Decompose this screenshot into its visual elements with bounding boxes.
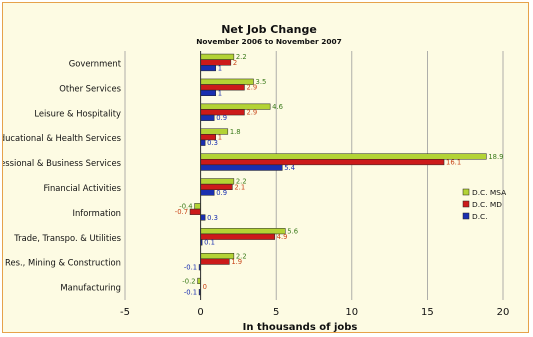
value-label: -0.2 <box>182 277 195 285</box>
value-label: 2 <box>233 59 237 67</box>
bar-d-c-md-government <box>200 59 232 66</box>
bar-d-c-financial-activities <box>200 189 215 196</box>
bar-d-c-md-professional-business-services <box>200 159 445 166</box>
category-label-other-services: Other Services <box>59 83 121 93</box>
category-label-information: Information <box>73 208 121 218</box>
value-label: 5.4 <box>284 164 295 172</box>
value-label: -0.4 <box>179 203 192 211</box>
legend: D.C. MSA D.C. MD D.C. <box>462 188 506 221</box>
category-label-manufacturing: Manufacturing <box>60 283 121 293</box>
value-label: 2.2 <box>236 178 247 186</box>
value-label: 5.6 <box>287 227 298 235</box>
bar-d-c-government <box>200 65 216 72</box>
value-label: 2.2 <box>236 53 247 61</box>
x-tick-label: 20 <box>497 307 510 318</box>
value-label: 1.8 <box>230 128 241 136</box>
x-tick-label: 0 <box>197 307 203 318</box>
value-label: 1 <box>218 64 222 72</box>
legend-label-d-c-msa: D.C. MSA <box>472 188 506 197</box>
x-axis-label: In thousands of jobs <box>243 322 358 333</box>
plot-area <box>125 51 503 300</box>
grid-layer <box>124 51 504 300</box>
value-label: 2.1 <box>234 183 245 191</box>
value-label: 2.9 <box>246 84 257 92</box>
bar-d-c-msa-information <box>194 203 201 210</box>
value-label: 2.2 <box>236 252 247 260</box>
category-label-professional-business-services: Professional & Business Services <box>3 158 121 168</box>
bar-chart: Net Job Change November 2006 to November… <box>3 23 509 333</box>
value-label: 0.9 <box>216 114 227 122</box>
category-label-financial-activities: Financial Activities <box>43 183 121 193</box>
value-label: 1.9 <box>231 258 242 266</box>
value-label: 0.1 <box>204 239 215 247</box>
value-label: 0.3 <box>207 139 218 147</box>
category-label-natural-res-mining-construction: Natural Res., Mining & Construction <box>3 258 121 268</box>
bar-d-c-msa-trade-transpo-utilities <box>200 228 286 235</box>
bar-d-c-information <box>200 214 206 221</box>
bar-d-c-educational-health-services <box>200 139 206 146</box>
value-label: 1 <box>218 89 222 97</box>
bar-d-c-md-natural-res-mining-construction <box>200 258 230 265</box>
value-label: 1 <box>218 133 222 141</box>
bar-d-c-leisure-hospitality <box>200 114 215 121</box>
legend-label-d-c: D.C. <box>472 212 488 221</box>
bar-d-c-msa-government <box>200 53 235 60</box>
x-tick-label: 10 <box>345 307 358 318</box>
value-label: 18.9 <box>488 153 503 161</box>
value-label: 0.9 <box>216 189 227 197</box>
value-label: 4.9 <box>277 233 288 241</box>
legend-label-d-c-md: D.C. MD <box>472 200 502 209</box>
bar-d-c-professional-business-services <box>200 164 283 171</box>
bar-d-c-md-other-services <box>200 84 245 91</box>
bar-d-c-msa-educational-health-services <box>200 128 229 135</box>
chart-title: Net Job Change <box>221 23 317 36</box>
bar-d-c-msa-financial-activities <box>200 178 235 185</box>
chart-subtitle: November 2006 to November 2007 <box>196 37 342 46</box>
value-label: -0.1 <box>184 264 197 272</box>
bar-d-c-msa-natural-res-mining-construction <box>200 253 235 260</box>
category-label-leisure-hospitality: Leisure & Hospitality <box>34 108 121 118</box>
bar-d-c-other-services <box>200 89 216 97</box>
value-label: 16.1 <box>446 158 461 166</box>
category-label-government: Government <box>69 58 122 68</box>
bar-d-c-md-information <box>189 208 201 215</box>
bar-d-c-msa-professional-business-services <box>200 153 487 160</box>
value-label: 0.3 <box>207 214 218 222</box>
legend-swatch-d-c-msa <box>462 188 470 196</box>
legend-swatch-d-c <box>462 212 470 220</box>
value-label: 3.5 <box>256 78 267 86</box>
value-label: 2.9 <box>246 109 257 117</box>
value-label: 4.6 <box>272 103 283 111</box>
value-label: -0.1 <box>184 288 197 296</box>
value-label: -0.7 <box>175 208 188 216</box>
value-label: 0 <box>203 283 207 291</box>
legend-swatch-d-c-md <box>462 200 470 208</box>
chart-frame: Net Job Change November 2006 to November… <box>2 2 529 333</box>
x-tick-label: -5 <box>120 307 130 318</box>
bar-d-c-msa-leisure-hospitality <box>200 103 271 110</box>
category-label-trade-transpo-utilities: Trade, Transpo. & Utilities <box>13 233 121 243</box>
x-tick-label: 5 <box>273 307 279 318</box>
x-tick-label: 15 <box>421 307 434 318</box>
category-label-educational-health-services: Educational & Health Services <box>3 133 121 143</box>
